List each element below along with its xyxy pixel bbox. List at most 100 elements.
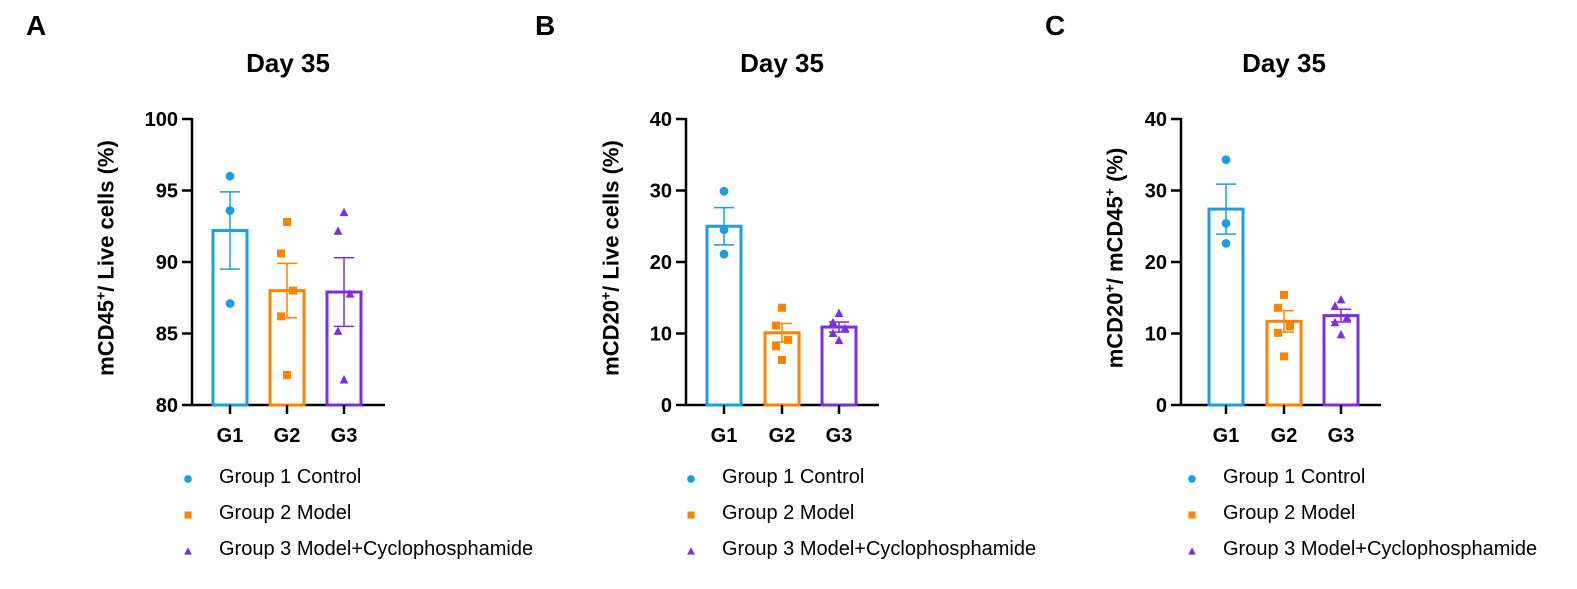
data-point	[333, 226, 343, 235]
x-tick-label: G2	[769, 425, 796, 447]
y-tick-label: 0	[1156, 395, 1167, 417]
data-point	[277, 249, 285, 258]
data-point	[277, 312, 285, 321]
data-point	[1221, 218, 1231, 228]
legend-marker	[1188, 475, 1196, 483]
bar	[1322, 314, 1360, 407]
data-point	[225, 206, 235, 215]
data-point	[834, 335, 844, 345]
legend-square-marker	[1188, 511, 1196, 519]
panel-a: A Day 35 mCD45+/ Live cells (%) 80 85 90 95…	[26, 0, 546, 589]
x-tick-label: G3	[331, 425, 358, 447]
data-point	[828, 328, 838, 337]
x-tick-label: G2	[1271, 425, 1298, 447]
data-point	[1330, 301, 1340, 310]
x-tick-label: G3	[1328, 425, 1355, 447]
data-point	[225, 299, 235, 308]
data-point	[339, 375, 349, 384]
legend-circle-marker	[687, 475, 695, 483]
panel-c: C Day 35 mCD20+/ mCD45+ (%) 0 10 20 30 40 G1 G…	[1045, 0, 1565, 589]
y-tick-label: 95	[156, 181, 178, 203]
legend-marker	[1188, 511, 1196, 519]
y-tick-label: 80	[156, 395, 178, 417]
data-point	[719, 225, 729, 235]
y-tick-label: 30	[1145, 181, 1167, 203]
legend-label: Group 1 Control	[722, 466, 865, 488]
y-tick-label: 10	[650, 324, 672, 346]
data-point	[1274, 303, 1282, 312]
legend-marker	[687, 547, 695, 555]
legend-label: Group 1 Control	[219, 466, 362, 488]
panel-letter: B	[535, 10, 556, 41]
legend-label: Group 1 Control	[1223, 466, 1366, 488]
legend-marker	[687, 475, 695, 483]
legend-marker	[1188, 547, 1196, 555]
data-point	[333, 326, 343, 335]
data-point	[289, 286, 297, 295]
data-point	[828, 317, 838, 327]
data-point	[225, 171, 235, 181]
legend-label: Group 3 Model+Cyclophosphamide	[1223, 538, 1538, 560]
data-point	[840, 323, 850, 332]
data-point	[719, 249, 729, 259]
data-point	[1336, 330, 1346, 339]
data-point	[283, 370, 291, 379]
x-tick-label: G1	[1213, 425, 1240, 447]
y-tick-label: 10	[1145, 324, 1167, 346]
data-point	[1286, 322, 1294, 331]
data-point	[784, 335, 792, 344]
legend-label: Group 2 Model	[1223, 502, 1356, 524]
y-tick-label: 85	[156, 324, 178, 346]
legend-label: Group 2 Model	[722, 502, 855, 524]
chart-c: 0 10 20 30 40 G1 G2 G3	[1145, 109, 1381, 447]
legend-marker	[184, 475, 192, 483]
y-tick-label: 20	[1145, 252, 1167, 274]
data-point	[1221, 155, 1231, 165]
data-point	[1280, 290, 1288, 299]
x-tick-label: G1	[217, 425, 244, 447]
legend-triangle-marker	[1188, 547, 1196, 555]
y-tick-label: 100	[145, 109, 178, 131]
legend-marker	[687, 511, 695, 519]
legend-label: Group 2 Model	[219, 502, 352, 524]
legend-circle-marker	[184, 475, 192, 483]
legend-triangle-marker	[184, 547, 192, 555]
legend-marker	[184, 547, 192, 555]
x-tick-label: G2	[274, 425, 301, 447]
y-tick-label: 20	[650, 252, 672, 274]
chart-title: Day 35	[246, 48, 330, 78]
panel-b: B Day 35 mCD20+/ Live cells (%) 0 10 20 30 4…	[535, 0, 1055, 589]
data-point	[772, 321, 780, 330]
data-point	[283, 217, 291, 226]
data-point	[778, 303, 786, 312]
legend-circle-marker	[1188, 475, 1196, 483]
y-tick-label: 40	[650, 109, 672, 131]
y-tick-label: 30	[650, 181, 672, 203]
data-point	[719, 186, 729, 196]
panel-letter: C	[1045, 10, 1066, 41]
legend-label: Group 3 Model+Cyclophosphamide	[722, 538, 1037, 560]
data-point	[1330, 317, 1340, 327]
data-point	[1342, 312, 1352, 322]
legend-square-marker	[184, 511, 192, 519]
data-point	[339, 207, 349, 217]
y-tick-label: 40	[1145, 109, 1167, 131]
data-point	[778, 355, 786, 364]
legend-triangle-marker	[687, 547, 695, 555]
x-tick-label: G3	[826, 425, 853, 447]
chart-a: 80 85 90 95 100 G1 G2 G3	[145, 109, 385, 447]
bar	[1207, 207, 1245, 407]
x-tick-label: G1	[711, 425, 738, 447]
data-point	[1221, 239, 1231, 248]
data-point	[1280, 352, 1288, 361]
chart-title: Day 35	[740, 48, 824, 78]
legend-label: Group 3 Model+Cyclophosphamide	[219, 538, 534, 560]
data-point	[1336, 294, 1346, 304]
data-point	[345, 289, 355, 298]
data-point	[1274, 328, 1282, 337]
chart-title: Day 35	[1242, 48, 1326, 78]
data-point	[834, 308, 844, 317]
panel-letter: A	[26, 10, 47, 41]
y-tick-label: 0	[661, 395, 672, 417]
bar	[1265, 319, 1303, 407]
